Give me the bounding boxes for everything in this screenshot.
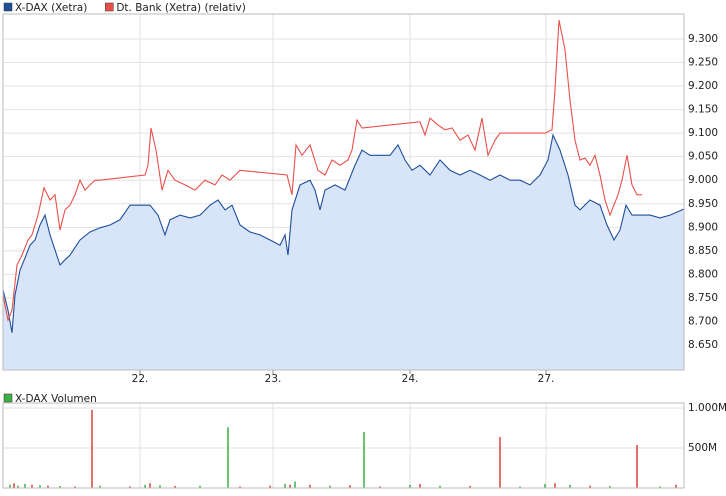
bar <box>499 437 501 488</box>
bar <box>239 486 241 488</box>
bar <box>74 486 76 488</box>
bar <box>174 486 176 488</box>
bar <box>439 485 441 488</box>
bar <box>144 484 146 488</box>
bar <box>554 483 556 488</box>
bar <box>349 485 351 488</box>
bar <box>199 485 201 488</box>
bar <box>91 410 93 488</box>
y-tick-label: 9.250 <box>688 57 718 69</box>
y-tick-label: 8.850 <box>688 245 718 257</box>
bar <box>9 484 11 488</box>
y-tick-label: 8.900 <box>688 221 718 233</box>
bar <box>363 432 365 488</box>
line <box>2 19 642 323</box>
x-tick-label: 27. <box>538 373 555 385</box>
y-tick-label: 9.000 <box>688 174 718 186</box>
bar <box>269 485 271 488</box>
bar <box>419 484 421 488</box>
legend-label: X-DAX Volumen <box>15 393 97 405</box>
y-tick-label: 9.150 <box>688 104 718 116</box>
bar <box>569 484 571 488</box>
bar <box>31 484 33 488</box>
legend-swatch <box>3 2 13 12</box>
bar <box>13 483 15 488</box>
frame <box>2 402 685 489</box>
y-tick-label: 1.000M <box>688 402 726 414</box>
y-tick-label: 9.300 <box>688 33 718 45</box>
bar <box>469 486 471 488</box>
legend-label: X-DAX (Xetra) <box>15 2 87 14</box>
area <box>3 135 684 370</box>
y-tick-label: 8.650 <box>688 339 718 351</box>
y-tick-label: 9.100 <box>688 127 718 139</box>
y-tick-label: 8.950 <box>688 198 718 210</box>
volume-panel <box>3 403 684 488</box>
line <box>2 133 685 333</box>
bar <box>24 484 26 488</box>
frame <box>2 13 685 371</box>
bar <box>409 484 411 488</box>
bar <box>227 427 229 488</box>
bar <box>99 485 101 488</box>
bar <box>59 486 61 488</box>
legend-swatch <box>105 2 114 12</box>
y-tick-label: 500M <box>688 442 717 454</box>
bar <box>309 484 311 488</box>
bar <box>379 486 381 488</box>
x-tick-label: 22. <box>132 373 149 385</box>
bar <box>544 484 546 488</box>
bar <box>329 485 331 488</box>
bar <box>289 484 291 488</box>
bar <box>636 445 638 488</box>
legend-label: Dt. Bank (Xetra) (relativ) <box>116 2 246 14</box>
bar <box>149 483 151 488</box>
x-tick-label: 23. <box>265 373 282 385</box>
bar <box>659 486 661 488</box>
bar <box>284 484 286 488</box>
bar <box>129 486 131 488</box>
bar <box>39 485 41 488</box>
y-tick-label: 8.800 <box>688 268 718 280</box>
y-tick-label: 9.200 <box>688 80 718 92</box>
legend-swatch <box>3 393 13 403</box>
y-tick-label: 8.750 <box>688 292 718 304</box>
bar <box>675 484 677 488</box>
bar <box>17 485 19 488</box>
bar <box>159 485 161 488</box>
bar <box>589 485 591 488</box>
bar <box>609 486 611 488</box>
x-tick-label: 24. <box>402 373 419 385</box>
bar <box>294 481 296 488</box>
y-tick-label: 9.050 <box>688 151 718 163</box>
bar <box>519 486 521 488</box>
bar <box>47 485 49 488</box>
y-tick-label: 8.700 <box>688 315 718 327</box>
